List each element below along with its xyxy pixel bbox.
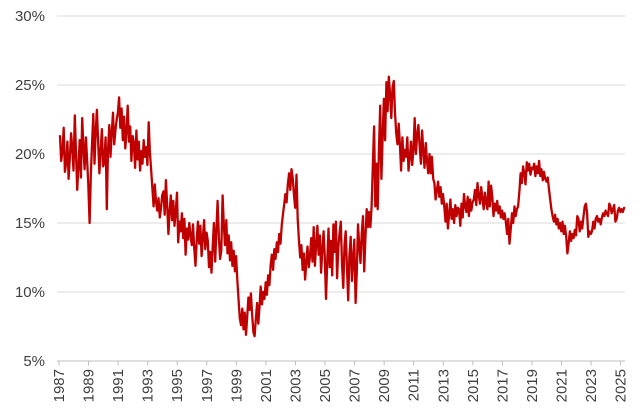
x-axis-label: 2015 [465,369,482,402]
y-axis-label: 15% [15,215,45,232]
y-axis-label: 10% [15,284,45,301]
x-axis-label: 2019 [524,369,541,402]
x-axis-label: 2001 [258,369,275,402]
x-axis-label: 2009 [376,369,393,402]
x-axis-label: 1993 [140,369,157,402]
y-axis-label: 25% [15,77,45,94]
data-series-line [58,75,626,338]
x-axis-label: 1995 [169,369,186,402]
x-axis-label: 1991 [110,369,127,402]
y-axis-label: 5% [23,353,45,370]
x-axis-label: 2021 [553,369,570,402]
x-axis-label: 2017 [494,369,511,402]
x-axis-label: 1989 [81,369,98,402]
x-axis-label: 2013 [435,369,452,402]
x-axis-label: 2005 [317,369,334,402]
y-axis-label: 20% [15,146,45,163]
x-axis-label: 1999 [228,369,245,402]
x-axis-label: 2023 [583,369,600,402]
x-axis-label: 2003 [287,369,304,402]
x-axis-label: 2007 [347,369,364,402]
x-axis-label: 1997 [199,369,216,402]
x-axis-label: 2025 [613,369,630,402]
y-axis-label: 30% [15,8,45,25]
x-axis-label: 2011 [406,369,423,401]
x-axis-label: 1987 [51,369,68,402]
